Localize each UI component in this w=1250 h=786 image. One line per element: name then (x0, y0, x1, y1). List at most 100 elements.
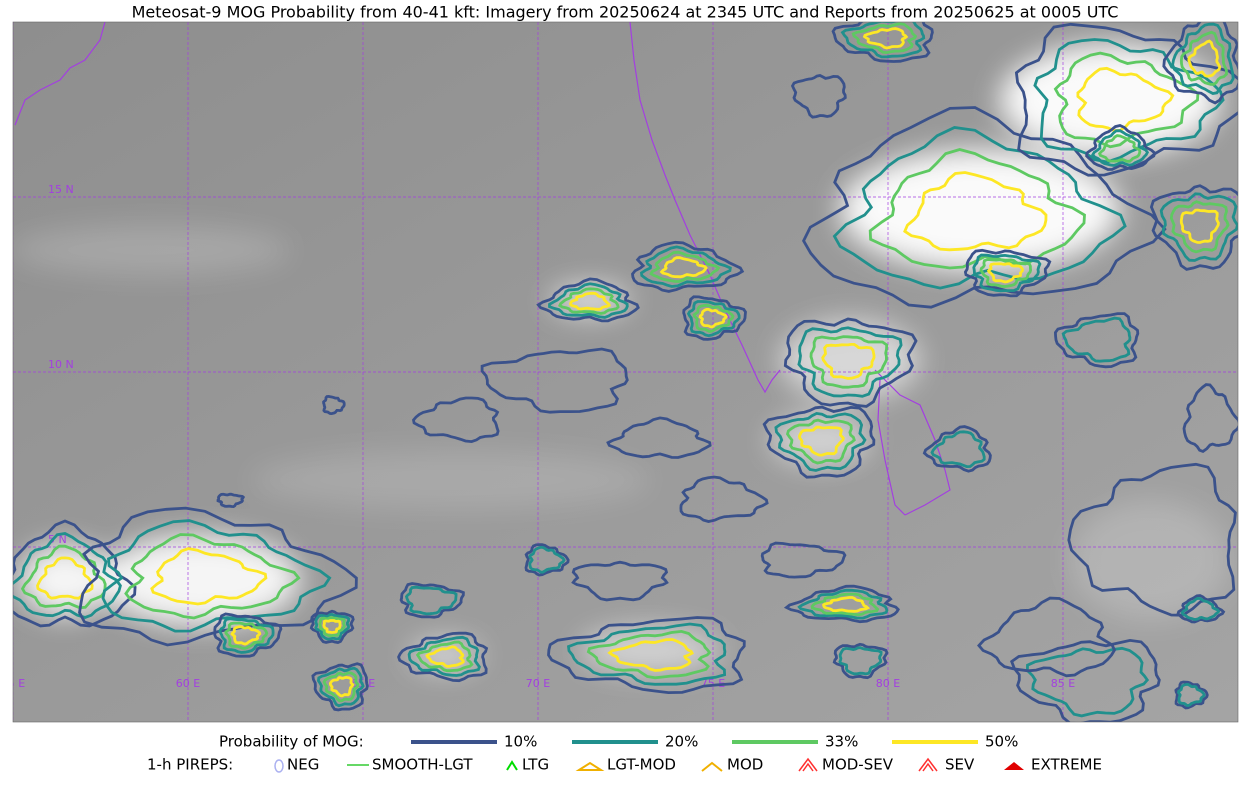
contour (404, 585, 458, 616)
contour (698, 308, 728, 329)
contour (216, 492, 246, 509)
pirep-label: MOD-SEV (822, 756, 894, 774)
contour (1033, 38, 1225, 164)
pirep-label: LGT-MOD (607, 756, 676, 774)
contour (230, 625, 262, 646)
contour (922, 425, 992, 473)
pireps-title: 1-h PIREPS: (147, 756, 233, 774)
contour (862, 27, 909, 50)
contour (831, 22, 934, 63)
pirep-icon (1004, 762, 1024, 770)
contour (322, 619, 342, 634)
contour (213, 612, 283, 658)
contour (851, 22, 918, 55)
contour (1085, 124, 1157, 171)
contour (569, 291, 612, 311)
coastline (14, 22, 951, 516)
contour (783, 317, 918, 408)
pirep-icon (918, 757, 938, 772)
pirep-icon (701, 761, 723, 772)
contour (798, 425, 845, 457)
contour (1010, 638, 1161, 722)
contour (547, 616, 746, 695)
contour (548, 282, 629, 319)
contour (832, 126, 1127, 290)
contour (1187, 39, 1222, 78)
contour (802, 106, 1167, 309)
pirep-icon (274, 759, 284, 773)
contour (760, 541, 847, 579)
contour (1025, 646, 1150, 718)
contour (903, 171, 1048, 252)
contour (224, 621, 269, 650)
map: 15 N10 N5 N55 E 60 E 65 E 70 E 75 E 80 E 85 E (1, 22, 1238, 722)
contour (411, 396, 500, 444)
contour (425, 645, 465, 668)
contour (1090, 129, 1150, 167)
contour (930, 430, 986, 469)
contour (314, 612, 351, 641)
pirep-label: MOD (727, 756, 763, 774)
legend: Probability of MOG: 1-h PIREPS: 10% 20% 33… (147, 733, 1102, 774)
contour (986, 262, 1024, 284)
contour (309, 609, 355, 645)
contour (1179, 30, 1228, 86)
contour (1076, 66, 1175, 132)
contour (571, 560, 669, 602)
contour (415, 640, 474, 673)
contour (311, 662, 369, 712)
contour (328, 675, 355, 698)
contour (1162, 22, 1238, 105)
contour (1067, 462, 1237, 617)
contour (1180, 596, 1221, 621)
contour (607, 638, 694, 672)
probability-contours (13, 22, 1238, 722)
contour (586, 629, 712, 680)
contour (322, 671, 360, 703)
contour (797, 326, 903, 398)
lon-label: 55 E (1, 677, 25, 690)
contour (821, 343, 876, 380)
contour (785, 418, 856, 465)
contour (316, 666, 365, 708)
contour (536, 277, 640, 323)
legend-title: Probability of MOG: (219, 733, 364, 751)
contour (783, 584, 900, 624)
pirep-icon (798, 757, 818, 772)
legend-label: 50% (985, 733, 1018, 751)
pirep-icon (575, 761, 605, 771)
lat-label: 10 N (48, 358, 74, 371)
contour (810, 592, 880, 617)
legend-label: 10% (504, 733, 537, 751)
contour (692, 303, 735, 333)
lon-label: 85 E (1051, 677, 1075, 690)
contour (649, 250, 721, 283)
contour (1182, 383, 1238, 453)
contour (659, 256, 708, 279)
contour (218, 617, 275, 654)
contour (682, 295, 747, 341)
pirep-label: SMOOTH-LGT (372, 756, 473, 774)
contour (480, 347, 629, 414)
contour (822, 596, 871, 613)
contour (963, 248, 1052, 298)
title: Meteosat-9 MOG Probability from 40-41 kf… (132, 3, 1119, 22)
contour (1097, 134, 1142, 163)
contour (838, 646, 883, 676)
contour (809, 335, 889, 389)
contour (840, 22, 926, 59)
contour (1177, 682, 1206, 708)
contour (397, 631, 489, 683)
contour (36, 556, 94, 600)
contour (1159, 192, 1238, 262)
contour (1053, 51, 1200, 149)
pirep-label: EXTREME (1031, 756, 1102, 774)
contour (558, 287, 620, 315)
pirep-label: LTG (522, 756, 549, 774)
contour (1014, 22, 1238, 177)
contour (640, 245, 732, 288)
lat-label: 5 N (48, 533, 67, 546)
contour (790, 74, 847, 119)
